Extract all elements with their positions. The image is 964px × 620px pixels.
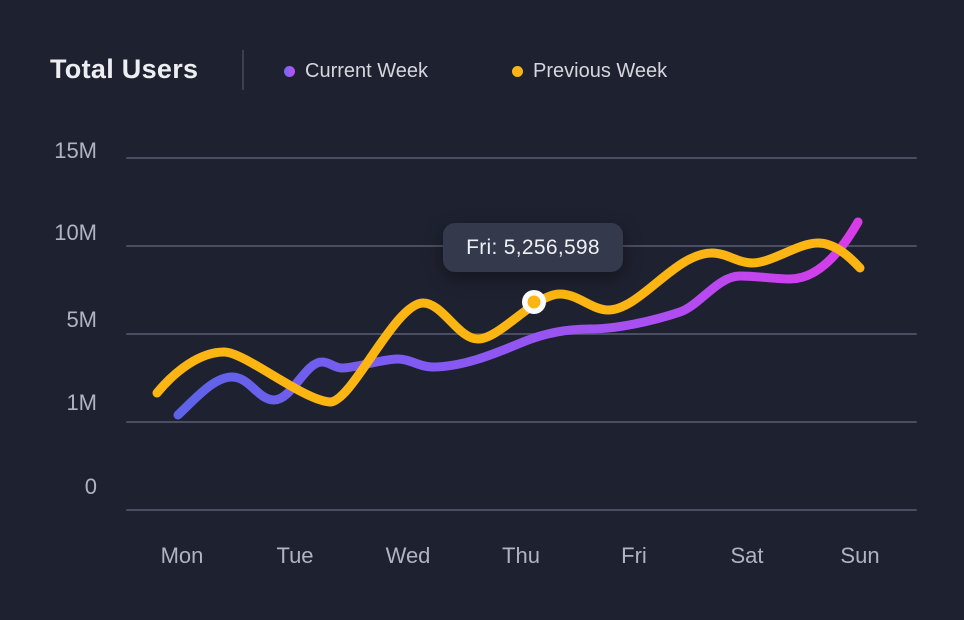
gridline-5m <box>126 333 917 335</box>
gridline-15m <box>126 157 917 159</box>
previous-week-legend-label: Previous Week <box>533 60 668 82</box>
y-axis-label-10m: 10M <box>54 220 97 245</box>
x-axis-label-mon: Mon <box>160 543 204 568</box>
x-axis-label-sun: Sun <box>840 543 880 568</box>
x-axis-label-fri: Fri <box>621 543 647 568</box>
legend-item-current-week[interactable]: Current Week <box>284 58 428 85</box>
current-week-line[interactable] <box>173 217 863 420</box>
tooltip-text: Fri: 5,256,598 <box>466 235 600 259</box>
x-axis-label-thu: Thu <box>502 543 540 568</box>
y-axis-label-0: 0 <box>84 474 97 499</box>
chart-title: Total Users <box>50 54 199 84</box>
x-axis-label-tue: Tue <box>276 543 314 568</box>
header-divider <box>242 50 244 90</box>
gridline-0 <box>126 509 917 511</box>
tooltip: Fri: 5,256,598 <box>443 223 623 272</box>
y-axis-label-15m: 15M <box>54 138 97 163</box>
x-axis-label-wed: Wed <box>385 543 431 568</box>
y-axis-label-5m: 5M <box>66 307 97 332</box>
gridline-1m <box>126 421 917 423</box>
current-week-dot-icon <box>284 66 295 77</box>
x-axis-label-sat: Sat <box>730 543 764 568</box>
current-week-legend-label: Current Week <box>305 60 429 82</box>
highlight-point-center <box>527 295 541 309</box>
legend-item-previous-week[interactable]: Previous Week <box>512 58 667 85</box>
y-axis-label-1m: 1M <box>66 390 97 415</box>
previous-week-dot-icon <box>512 66 523 77</box>
